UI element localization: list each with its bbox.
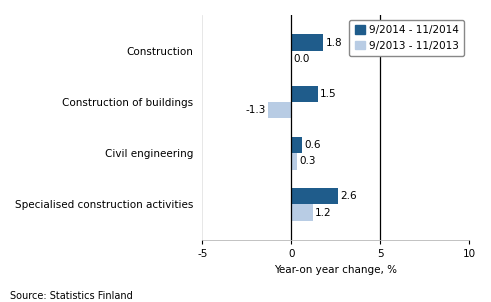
Bar: [292, 204, 313, 221]
Text: -1.3: -1.3: [246, 105, 266, 115]
Bar: [292, 188, 338, 204]
Text: 1.5: 1.5: [320, 89, 337, 99]
Text: Source: Statistics Finland: Source: Statistics Finland: [10, 291, 133, 301]
Text: 0.0: 0.0: [294, 54, 310, 64]
X-axis label: Year-on year change, %: Year-on year change, %: [274, 265, 397, 275]
Text: 1.2: 1.2: [315, 208, 331, 218]
Text: 2.6: 2.6: [340, 191, 356, 201]
Text: 0.3: 0.3: [299, 156, 315, 166]
Bar: [292, 86, 318, 102]
Text: 0.6: 0.6: [304, 140, 321, 150]
Text: 1.8: 1.8: [326, 38, 342, 48]
Bar: [292, 153, 297, 170]
Legend: 9/2014 - 11/2014, 9/2013 - 11/2013: 9/2014 - 11/2014, 9/2013 - 11/2013: [350, 20, 464, 56]
Bar: [292, 137, 302, 153]
Bar: [268, 102, 292, 118]
Bar: [292, 34, 324, 51]
